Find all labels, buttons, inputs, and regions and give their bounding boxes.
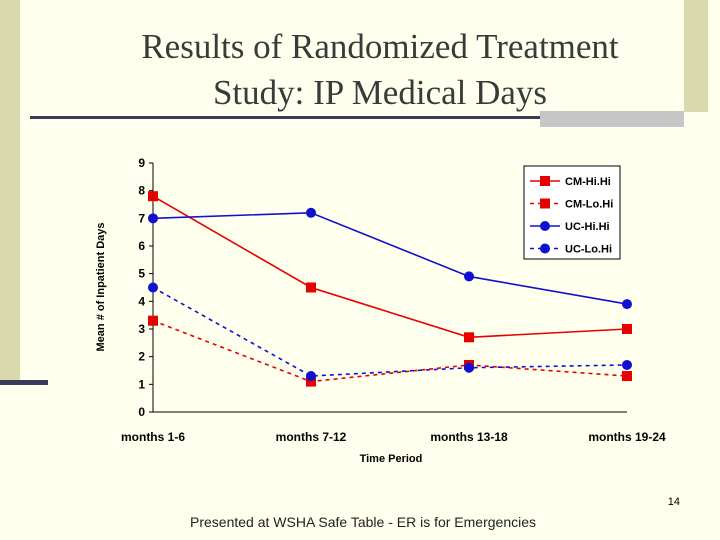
- data-point: [464, 332, 474, 343]
- legend-marker: [540, 243, 550, 254]
- series-line-3: [152, 211, 628, 305]
- title-rule: [30, 116, 540, 119]
- data-point: [464, 271, 474, 282]
- data-point: [464, 362, 474, 373]
- y-tick-label: 1: [138, 377, 145, 391]
- slide-title: Results of Randomized Treatment Study: I…: [60, 24, 700, 116]
- y-axis-title: Mean # of Inpatient Days: [95, 223, 107, 352]
- left-accent-rule: [0, 380, 48, 385]
- x-tick-label: months 13-18: [430, 430, 508, 444]
- data-point: [306, 282, 316, 293]
- series-line-1: [152, 195, 628, 339]
- data-point: [622, 359, 632, 370]
- series-line-2: [152, 319, 628, 383]
- y-tick-label: 7: [138, 211, 145, 225]
- series-line-4: [152, 286, 628, 377]
- data-point: [622, 371, 632, 382]
- title-rule-tail: [540, 111, 684, 127]
- legend-label: CM-Hi.Hi: [565, 176, 611, 188]
- y-tick-label: 0: [138, 405, 145, 419]
- footer-text: Presented at WSHA Safe Table - ER is for…: [190, 514, 537, 530]
- slide-number: 14: [667, 496, 680, 508]
- x-tick-label: months 19-24: [588, 430, 666, 444]
- data-point: [148, 191, 158, 202]
- legend-label: UC-Lo.Hi: [565, 244, 612, 256]
- legend-marker: [540, 198, 550, 209]
- x-tick-label: months 7-12: [276, 430, 347, 444]
- x-axis-title: Time Period: [360, 453, 423, 465]
- data-point: [622, 324, 632, 334]
- y-tick-label: 5: [138, 267, 145, 281]
- y-tick-label: 8: [138, 184, 145, 198]
- data-point: [622, 299, 632, 310]
- y-tick-label: 2: [138, 350, 145, 364]
- y-tick-label: 3: [138, 322, 145, 336]
- legend-marker: [540, 176, 550, 186]
- data-point: [306, 371, 316, 382]
- legend-marker: [540, 221, 550, 231]
- data-point: [306, 207, 316, 218]
- x-tick-label: months 1-6: [121, 430, 185, 444]
- left-decorative-band: [0, 0, 20, 385]
- data-point: [148, 213, 158, 224]
- y-tick-label: 4: [138, 294, 145, 308]
- data-point: [306, 376, 316, 387]
- slide-title-line2: Study: IP Medical Days: [212, 73, 548, 112]
- data-point: [148, 315, 158, 326]
- legend-label: CM-Lo.Hi: [565, 199, 613, 211]
- y-tick-label: 6: [138, 239, 145, 253]
- right-decorative-block: [684, 0, 708, 112]
- data-point: [148, 282, 158, 293]
- legend-label: UC-Hi.Hi: [565, 221, 610, 233]
- slide-title-line1: Results of Randomized Treatment: [141, 27, 619, 66]
- y-tick-label: 9: [138, 156, 145, 170]
